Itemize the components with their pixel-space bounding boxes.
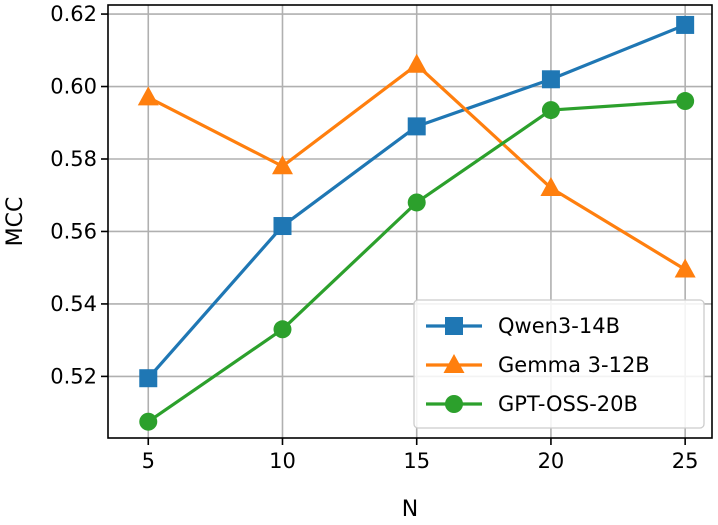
series-layer <box>137 15 696 431</box>
plot-frame <box>107 4 713 439</box>
y-axis-label: MCC <box>3 197 28 247</box>
data-point <box>541 101 560 120</box>
x-tick-label: 25 <box>672 449 699 473</box>
data-point <box>541 70 560 89</box>
data-point <box>676 15 695 34</box>
series-gemma-3-12b <box>137 53 696 278</box>
data-point <box>674 258 696 278</box>
y-tick-label: 0.56 <box>50 219 97 243</box>
legend-label: Gemma 3-12B <box>498 353 650 377</box>
y-tick-label: 0.54 <box>50 292 97 316</box>
data-point <box>271 155 293 175</box>
legend-item: Gemma 3-12B <box>426 353 650 377</box>
data-point <box>139 412 158 431</box>
legend: Qwen3-14B Gemma 3-12B GPT-OSS-20B <box>413 299 705 429</box>
series-gpt-oss-20b <box>139 92 695 431</box>
data-point <box>139 369 158 388</box>
data-point <box>406 53 428 73</box>
series-qwen3-14b <box>139 15 695 388</box>
legend-item: Qwen3-14B <box>426 314 620 338</box>
data-point <box>540 176 562 196</box>
legend-marker <box>443 354 465 373</box>
x-tick-label: 20 <box>538 449 565 473</box>
y-tick-label: 0.52 <box>50 364 97 388</box>
data-point <box>273 320 292 339</box>
data-point <box>676 92 695 111</box>
y-tick-label: 0.62 <box>50 2 97 26</box>
x-tick-label: 5 <box>142 449 155 473</box>
data-point <box>407 117 426 136</box>
x-tick-label: 15 <box>403 449 430 473</box>
legend-box <box>413 299 705 429</box>
legend-label: Qwen3-14B <box>498 314 620 338</box>
data-point <box>407 193 426 212</box>
legend-marker <box>445 395 463 413</box>
legend-marker <box>445 317 463 335</box>
x-axis-label: N <box>402 497 418 522</box>
grid <box>108 5 712 438</box>
data-point <box>137 86 159 106</box>
data-point <box>273 217 292 236</box>
legend-item: GPT-OSS-20B <box>426 392 638 416</box>
x-tick-label: 10 <box>269 449 296 473</box>
axis-ticks: 5 10 15 20 25 0.52 0.54 0.56 0.58 0.60 0.62 <box>50 2 698 473</box>
y-tick-label: 0.58 <box>50 147 97 171</box>
legend-label: GPT-OSS-20B <box>498 392 638 416</box>
y-tick-label: 0.60 <box>50 75 97 99</box>
